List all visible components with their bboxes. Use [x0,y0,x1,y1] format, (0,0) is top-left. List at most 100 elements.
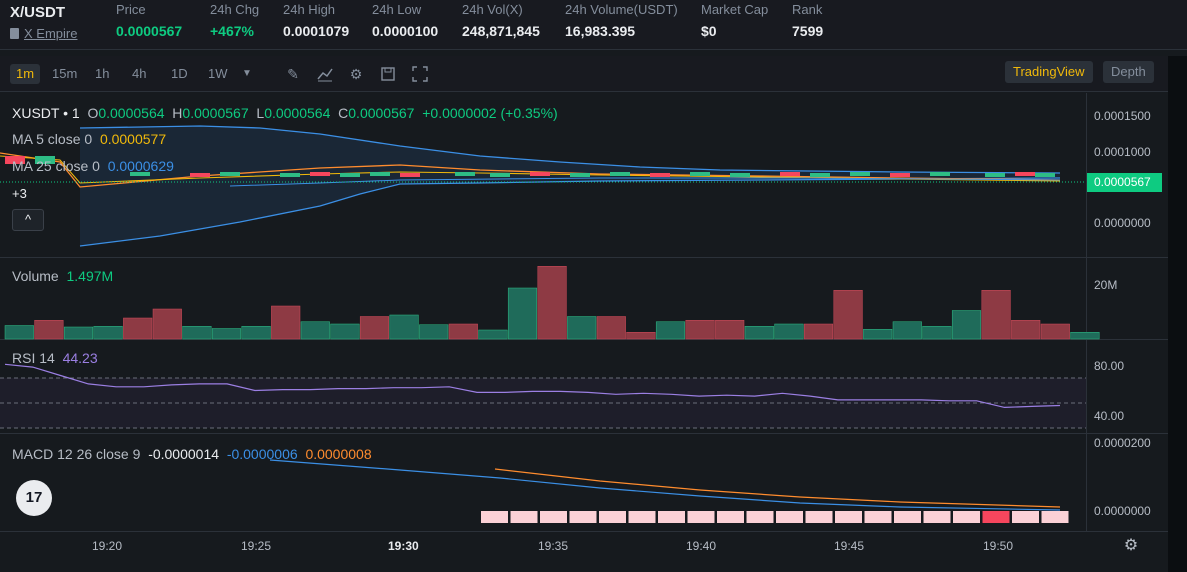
ma25-legend[interactable]: MA 25 close 0 0.0000629 [12,158,174,174]
tradingview-button[interactable]: TradingView [1005,61,1093,83]
line-chart-icon[interactable] [316,65,334,83]
macd-line [269,459,1061,511]
macd-histogram-bar [540,511,567,523]
pane-divider[interactable] [0,339,1168,340]
macd-histogram-bar [805,511,833,523]
stat-value: 0.0001079 [283,23,350,39]
last-price-tag: 0.0000567 [1087,173,1162,192]
timeframe-1h[interactable]: 1h [95,66,110,81]
volume-bar [596,316,626,340]
save-icon[interactable] [379,65,397,83]
candle [280,173,300,177]
volume-bar [4,325,34,340]
volume-bar [359,316,390,340]
volume-bar [300,321,330,340]
pair-name[interactable]: X/USDT [10,4,66,21]
price-axis-label: 0.0001000 [1094,145,1151,159]
more-indicators[interactable]: +3 [12,186,27,201]
time-axis-label: 19:20 [92,539,123,553]
volume-bar [63,326,94,340]
rsi-axis-label: 80.00 [1094,359,1125,373]
time-axis-divider [0,531,1168,532]
volume-bar [93,326,123,340]
axis-settings-icon[interactable]: ⚙ [1123,537,1139,554]
pane-divider[interactable] [0,257,1168,258]
ticker-header: X/USDT X Empire Price 0.0000567 24h Chg +4… [0,0,1187,50]
stat-label: Market Cap [701,2,769,17]
rsi-legend: RSI 14 44.23 [12,350,98,366]
timeframe-4h[interactable]: 4h [132,66,147,81]
volume-label: Volume [12,268,59,284]
volume-bar [626,332,656,340]
macd-histogram-bar [746,511,774,523]
volume-bar [863,329,893,340]
candle [810,173,830,177]
macd-histogram-bar [599,511,626,523]
volume-bar [1011,320,1041,340]
stat-market-cap: Market Cap $0 [701,2,768,39]
volume-bar [34,320,64,340]
stat-vol-x: 24h Vol(X) 248,871,845 [462,2,540,39]
candle [530,172,550,176]
chevron-down-icon[interactable]: ▼ [242,68,252,79]
macd-histogram-bar [982,511,1010,523]
timeframe-1w[interactable]: 1W [208,66,228,81]
book-icon [10,28,19,39]
timeframe-15m[interactable]: 15m [52,66,78,81]
candle [220,172,240,176]
stat-value: 0.0000100 [372,23,439,39]
band-fill [80,126,1060,246]
collapse-legend-button[interactable]: ^ [12,209,44,231]
stat-label: 24h High [283,2,336,17]
timeframe-1d[interactable]: 1D [171,66,188,81]
macd-histogram-bar [835,511,862,523]
macd-hist-value: 0.0000008 [305,446,372,462]
candle [985,173,1005,177]
volume-legend: Volume 1.497M [12,268,113,284]
macd-histogram-bar [687,511,715,523]
timeframe-1m[interactable]: 1m [10,64,41,84]
candle [455,172,475,176]
candle [5,156,25,164]
macd-histogram-bar [628,511,656,523]
ohlc-legend: XUSDT • 1 O0.0000564 H0.0000567 L0.00005… [12,105,558,121]
macd-histogram-bar [864,511,892,523]
macd-legend: MACD 12 26 close 9 -0.0000014 -0.0000006… [12,446,372,462]
volume-bar [981,290,1011,340]
pane-divider[interactable] [0,433,1168,434]
high-value: 0.0000567 [182,105,249,121]
change-value: +0.0000002 (+0.35%) [422,105,558,121]
volume-bar [448,323,478,340]
rsi-value: 44.23 [62,350,98,366]
price-axis-label: 0.0000000 [1094,216,1151,230]
stat-rank: Rank 7599 [792,2,823,39]
volume-bar [833,290,863,340]
pair-info: X/USDT X Empire [10,4,77,41]
fullscreen-icon[interactable] [411,65,429,83]
candle [1015,172,1035,176]
macd-axis-label: 0.0000000 [1094,504,1151,518]
volume-bar [241,326,271,340]
macd-histogram-bar [776,511,803,523]
ma5-legend[interactable]: MA 5 close 0 0.0000577 [12,131,166,147]
project-name[interactable]: X Empire [24,26,78,41]
stat-change: 24h Chg +467% [210,2,259,39]
pencil-icon[interactable]: ✎ [287,66,299,82]
volume-value: 1.497M [66,268,114,284]
volume-bar [774,323,804,340]
band-lower-line [79,177,1061,247]
macd-histogram-bar [481,511,508,523]
tradingview-logo[interactable]: 17 [16,480,52,516]
band-upper-line [79,125,1061,174]
project-link[interactable]: X Empire [10,26,77,41]
stat-vol-usdt: 24h Volume(USDT) 16,983.395 [565,2,678,39]
time-axis-label: 19:45 [834,539,865,553]
volume-bar [744,326,774,340]
stat-value: $0 [701,23,717,39]
volume-bar [1040,323,1070,340]
stat-high: 24h High 0.0001079 [283,2,349,39]
volume-bar [922,326,952,340]
gear-icon[interactable]: ⚙ [349,66,363,82]
depth-button[interactable]: Depth [1103,61,1154,83]
